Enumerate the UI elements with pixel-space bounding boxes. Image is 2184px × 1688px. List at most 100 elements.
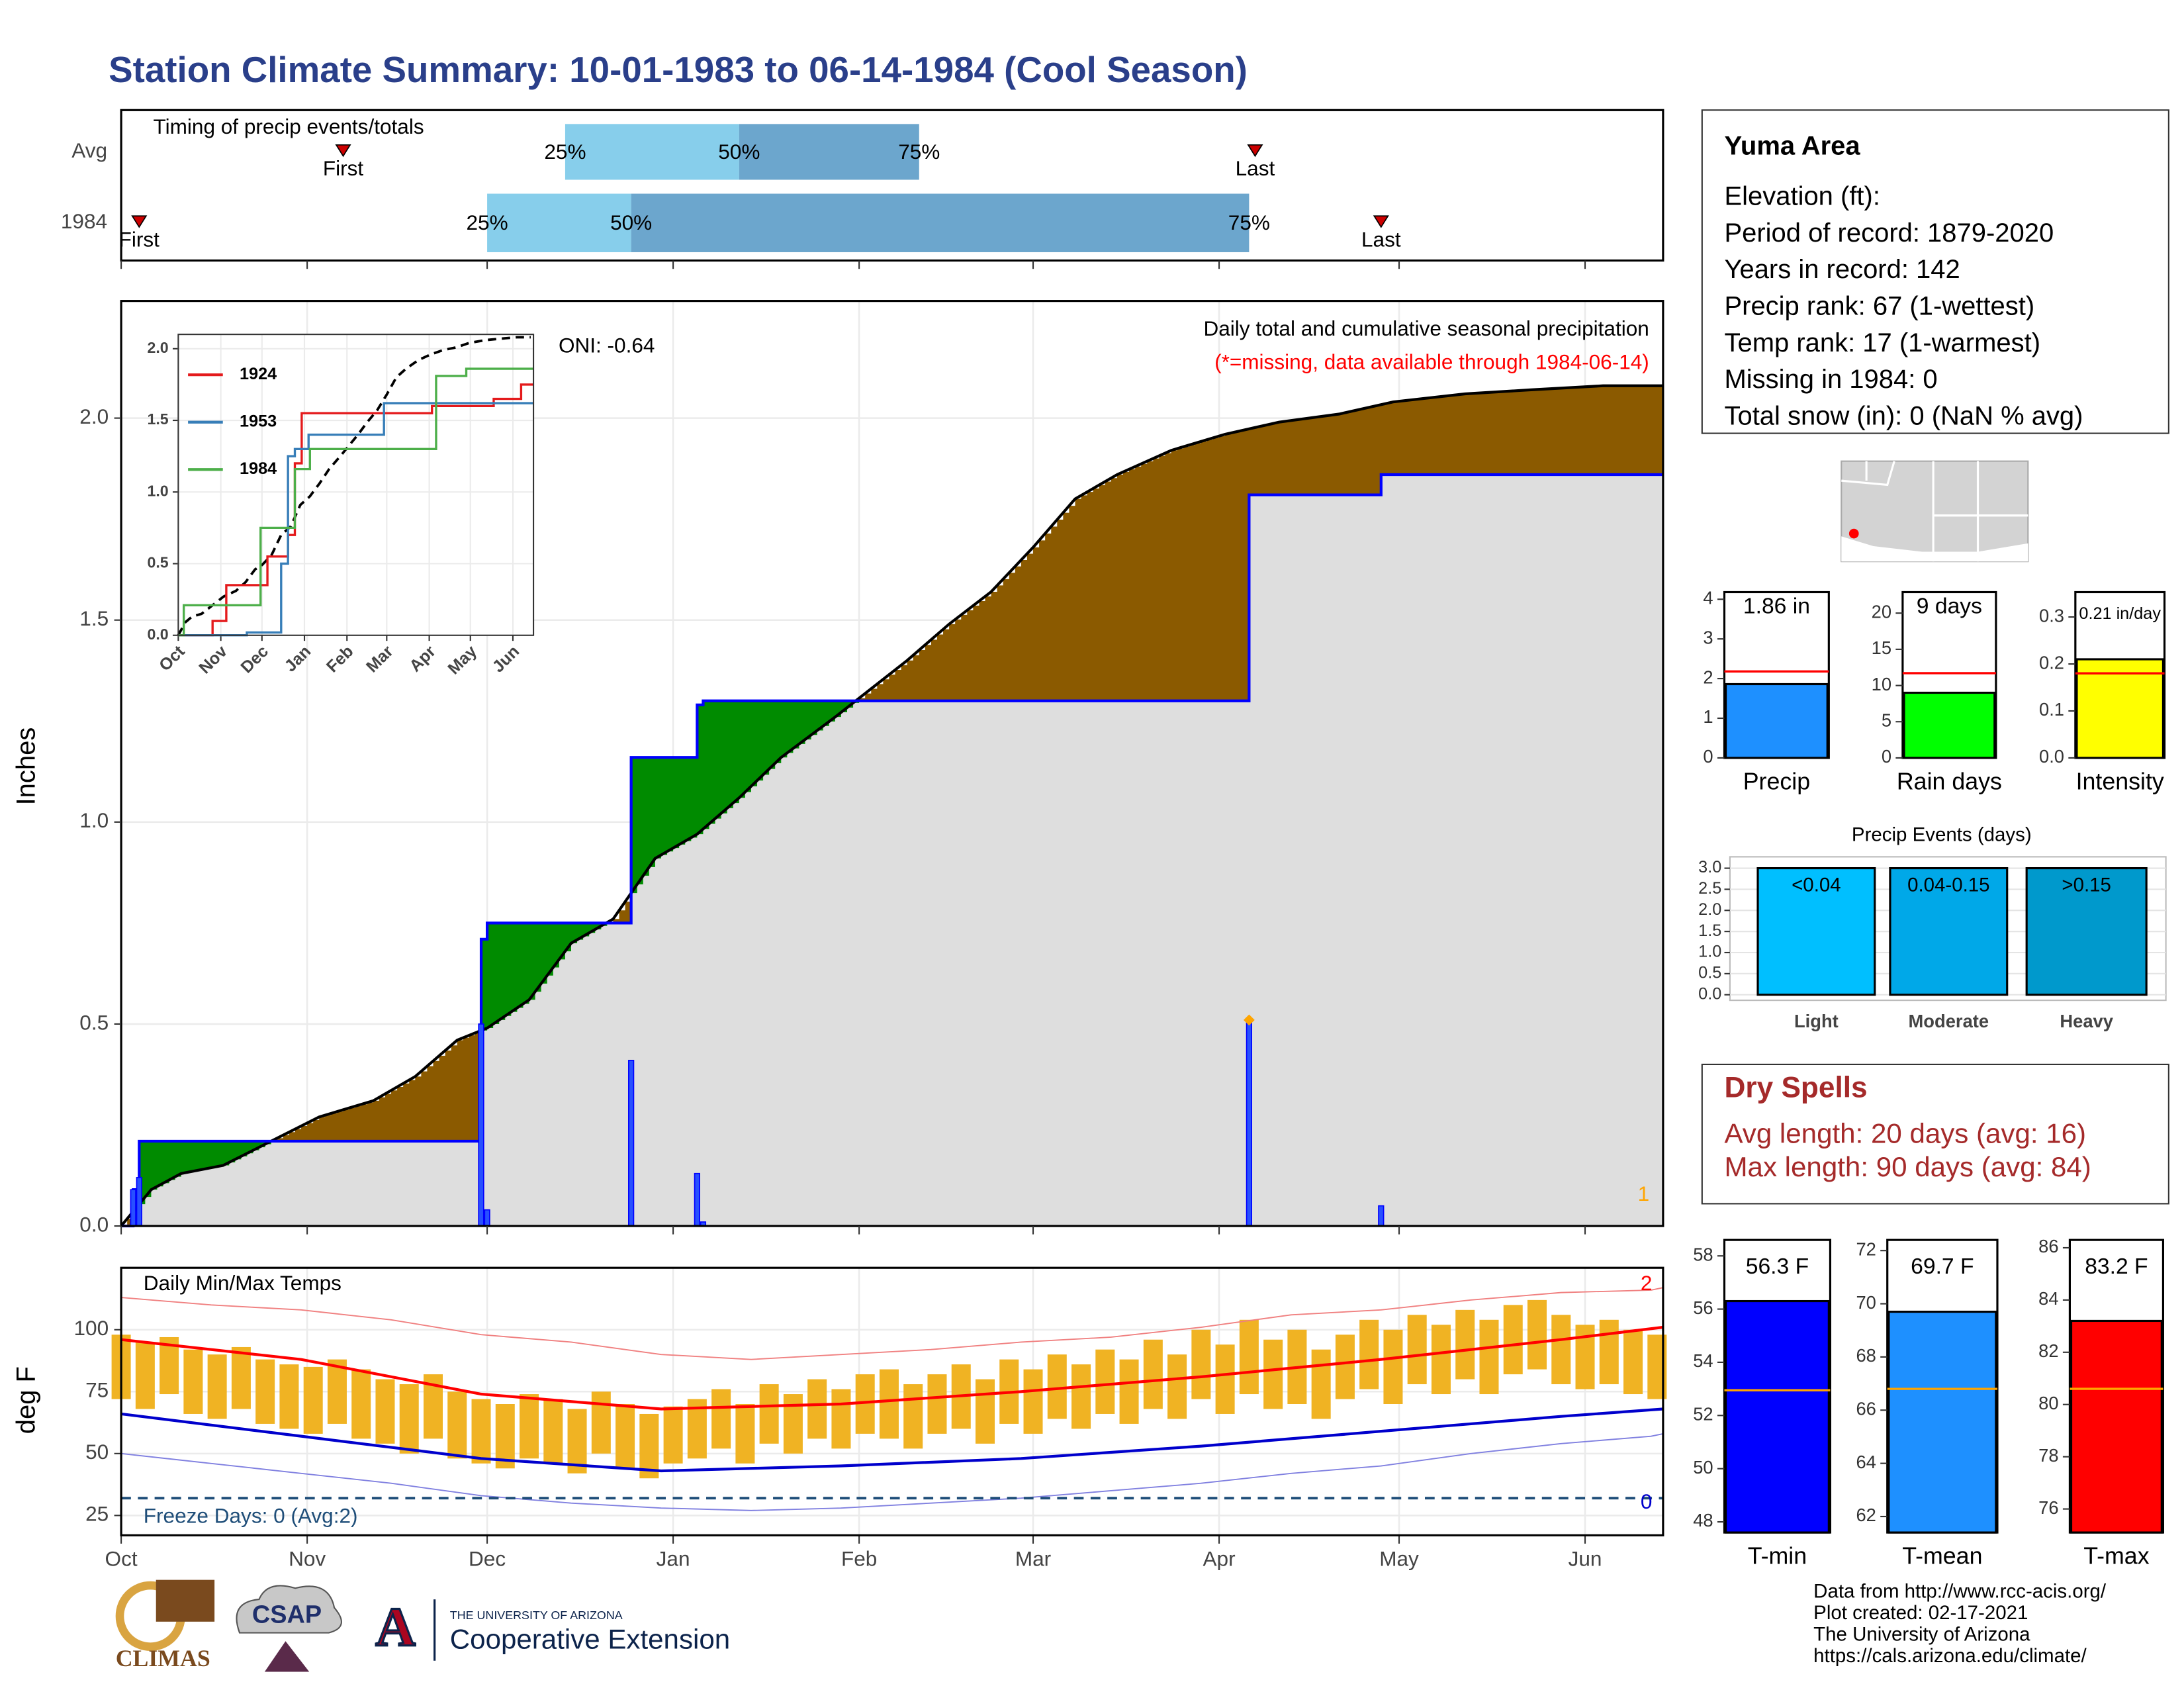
daily-temp-range <box>231 1346 251 1409</box>
y-tick-label: 64 <box>1856 1452 1876 1472</box>
y-tick-label: 62 <box>1856 1505 1876 1525</box>
value-label: 56.3 F <box>1746 1254 1809 1279</box>
climas-text: CLIMAS <box>116 1645 210 1671</box>
bar <box>1889 867 2009 996</box>
y-tick-label: 0.3 <box>2039 605 2064 626</box>
event-marker <box>1373 215 1389 228</box>
y-tick-label: 48 <box>1693 1510 1713 1530</box>
summary-bar <box>2070 1319 2163 1534</box>
y-tick-label: 75 <box>85 1378 109 1402</box>
y-tick-label: 15 <box>1872 637 1891 658</box>
y-tick-label: 68 <box>1856 1345 1876 1366</box>
credit-line: Plot created: 02-17-2021 <box>1813 1602 2028 1624</box>
info-line: Missing in 1984: 0 <box>1724 365 1937 394</box>
daily-temp-range <box>1119 1359 1139 1424</box>
panel-title: Daily Min/Max Temps <box>144 1271 341 1295</box>
y-tick-label: 0.5 <box>79 1010 109 1034</box>
inset-bg <box>178 334 534 635</box>
x-tick-label: Jan <box>657 1547 690 1571</box>
inset-frame <box>177 334 535 636</box>
year-line <box>178 402 534 637</box>
daily-temp-range <box>1335 1335 1355 1399</box>
count-annotation: 1 <box>1638 1182 1650 1205</box>
quartile-label: 25% <box>544 140 586 164</box>
daily-temp-range <box>783 1394 803 1454</box>
y-tick-label: 80 <box>2038 1393 2058 1413</box>
daily-temp-range <box>1431 1325 1451 1395</box>
y-tick-label: 0.0 <box>2039 746 2064 767</box>
daily-temp-range <box>375 1379 395 1444</box>
y-tick-label: 0 <box>1703 746 1713 767</box>
info-line: Period of record: 1879-2020 <box>1724 218 2054 248</box>
dry-spells-title: Dry Spells <box>1724 1072 1867 1104</box>
csap-cloud <box>236 1585 342 1634</box>
summary-bar <box>1903 691 1996 759</box>
x-tick-label: Light <box>1794 1011 1839 1031</box>
y-tick-label: 1.5 <box>79 606 109 630</box>
daily-temp-range <box>903 1384 923 1449</box>
y-tick-label: 54 <box>1693 1350 1713 1371</box>
y-tick-label: 2 <box>1703 667 1713 687</box>
y-tick-label: 1.0 <box>147 482 168 499</box>
daily-temp-range <box>1599 1319 1619 1385</box>
value-label: 1.86 in <box>1743 594 1810 619</box>
y-tick-label: 0.5 <box>1698 964 1721 982</box>
ua-name: THE UNIVERSITY OF ARIZONA <box>450 1609 623 1622</box>
value-label: 83.2 F <box>2085 1254 2148 1279</box>
daily-temp-range <box>1383 1329 1403 1404</box>
summary-bar <box>1725 1299 1830 1534</box>
y-tick-label: 50 <box>85 1440 109 1464</box>
daily-temp-range <box>1071 1364 1091 1429</box>
daily-temp-range <box>1047 1354 1067 1419</box>
x-tick-label: Heavy <box>2060 1011 2113 1031</box>
x-tick-label: Apr <box>1203 1547 1236 1571</box>
category-label: Intensity <box>2076 768 2164 794</box>
x-tick-label: Feb <box>841 1547 877 1571</box>
x-tick-label: Mar <box>1015 1547 1051 1571</box>
category-label: Precip <box>1743 768 1810 794</box>
y-tick-label: 100 <box>74 1316 109 1340</box>
quartile-label: 25% <box>467 211 508 234</box>
info-line: Elevation (ft): <box>1724 181 1880 211</box>
daily-temp-range <box>1359 1319 1379 1389</box>
event-label: Last <box>1361 227 1401 251</box>
x-tick-label: Moderate <box>1909 1011 1989 1031</box>
record-min-line <box>120 1432 1664 1511</box>
daily-temp-range <box>831 1389 851 1449</box>
avg-max-line <box>120 1325 1664 1411</box>
map-outside <box>1841 536 2028 562</box>
avg-min-line <box>120 1407 1664 1473</box>
quartile-span <box>631 193 1250 252</box>
daily-temp-range <box>1143 1339 1163 1409</box>
csap-text: CSAP <box>252 1601 322 1628</box>
record-max-line <box>121 1287 1664 1360</box>
quartile-span <box>739 124 919 180</box>
y-tick-label: 52 <box>1693 1404 1713 1425</box>
y-tick-label: 76 <box>2038 1497 2058 1518</box>
page-title: Station Climate Summary: 10-01-1983 to 0… <box>109 49 1248 90</box>
daily-temp-range <box>1311 1349 1331 1419</box>
ua-logo: A <box>375 1597 416 1658</box>
dry-spells-box <box>1701 1063 2169 1205</box>
row-label: 1984 <box>61 209 107 233</box>
daily-temp-range <box>1623 1329 1643 1395</box>
daily-temp-range <box>1575 1325 1595 1389</box>
panel-frame <box>120 300 1664 1227</box>
y-tick-label: 0.0 <box>147 626 168 643</box>
daily-temp-range <box>1455 1309 1475 1380</box>
y-axis-label: deg F <box>12 1366 41 1434</box>
chart-subtitle: (*=missing, data available through 1984-… <box>1214 350 1649 374</box>
y-tick-label: 82 <box>2038 1340 2058 1361</box>
summary-bar <box>1725 682 1829 759</box>
y-tick-label: 1.5 <box>147 410 168 428</box>
legend-label: 1953 <box>240 412 277 430</box>
average-line <box>177 336 531 636</box>
quartile-label: 75% <box>898 140 940 164</box>
daily-temp-range <box>303 1366 323 1434</box>
daily-temp-range <box>183 1349 203 1414</box>
credit-line: https://cals.arizona.edu/climate/ <box>1813 1645 2087 1667</box>
daily-temp-range <box>975 1379 995 1444</box>
daily-temp-range <box>639 1413 659 1479</box>
y-tick-label: 1.0 <box>79 808 109 832</box>
daily-temp-range <box>471 1399 491 1464</box>
